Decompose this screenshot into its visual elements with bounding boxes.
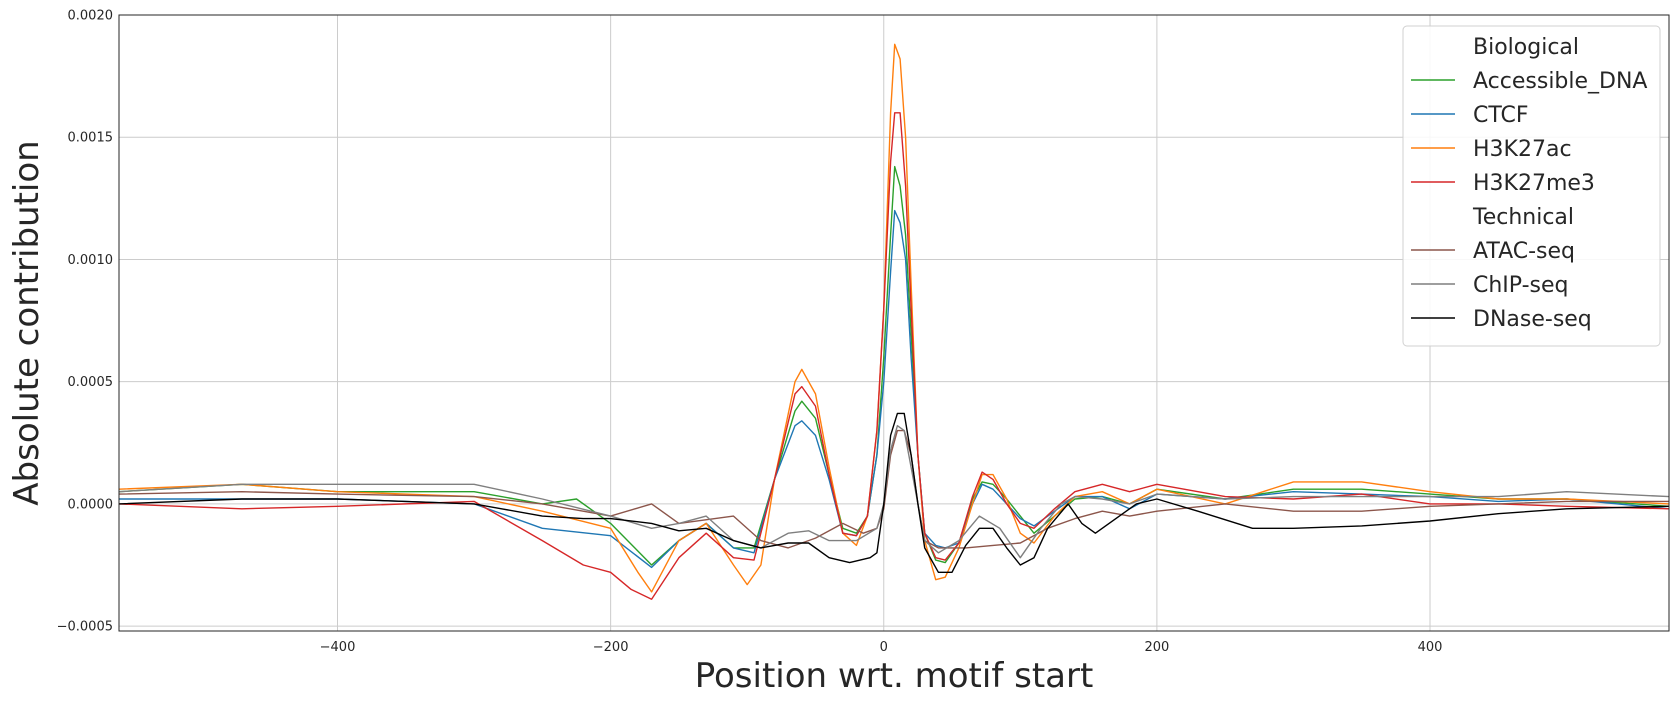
x-tick-label: 0 (880, 640, 888, 655)
series-line-dnase-seq (119, 412, 1669, 573)
legend-box (1402, 25, 1661, 347)
plot-frame (118, 14, 1670, 632)
x-axis-ticks: −400 −200 0 200 400 (320, 640, 1443, 655)
y-tick-label: 0.0005 (68, 375, 114, 390)
y-tick-label: −0.0005 (57, 620, 113, 635)
legend-label-ctcf: CTCF (1473, 103, 1529, 128)
series-line-chip-seq (119, 425, 1669, 559)
series-line-h3k27me3 (119, 112, 1669, 600)
series-line-atac-seq (119, 429, 1669, 549)
x-tick-label: −400 (320, 640, 356, 655)
legend: Biological Accessible_DNA CTCF H3K27ac H3K27… (1402, 25, 1661, 347)
y-axis-ticks: −0.0005 0.0000 0.0005 0.0010 0.0015 0.0020 (57, 9, 113, 635)
legend-label-dnase-seq: DNase-seq (1473, 307, 1592, 332)
legend-label-accessible-dna: Accessible_DNA (1473, 69, 1648, 94)
y-tick-label: 0.0015 (68, 131, 114, 146)
y-tick-label: 0.0000 (68, 497, 114, 512)
y-axis-label: Absolute contribution (7, 140, 47, 505)
series-group (119, 43, 1669, 600)
series-line-h3k27ac (119, 43, 1669, 593)
legend-label-chip-seq: ChIP-seq (1473, 273, 1568, 298)
legend-label-atac-seq: ATAC-seq (1473, 239, 1575, 264)
y-tick-label: 0.0010 (68, 253, 114, 268)
x-axis-label: Position wrt. motif start (695, 656, 1094, 696)
legend-label-biological: Biological (1473, 35, 1579, 60)
legend-label-technical: Technical (1472, 205, 1574, 230)
x-tick-label: 400 (1418, 640, 1443, 655)
x-tick-label: 200 (1144, 640, 1169, 655)
legend-label-h3k27ac: H3K27ac (1473, 137, 1572, 162)
legend-label-h3k27me3: H3K27me3 (1473, 171, 1595, 196)
y-tick-label: 0.0020 (68, 9, 114, 24)
x-tick-label: −200 (593, 640, 629, 655)
